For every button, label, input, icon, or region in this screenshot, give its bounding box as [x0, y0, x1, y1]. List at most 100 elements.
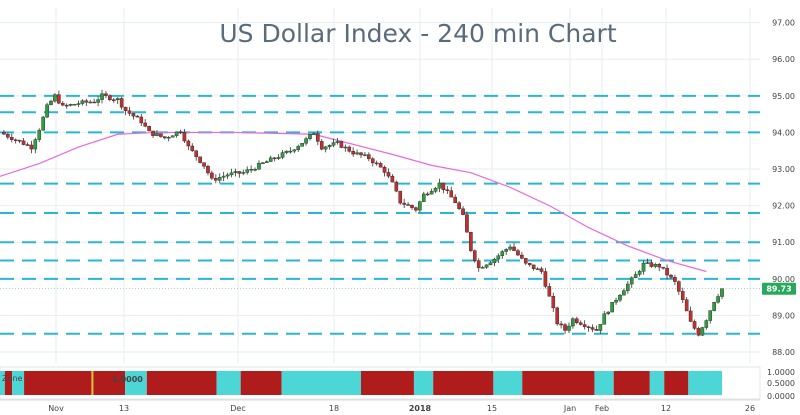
- candle-body: [276, 157, 281, 159]
- candle-body: [633, 274, 638, 278]
- candle-body: [649, 262, 654, 267]
- candle-body: [508, 246, 512, 250]
- candle-body: [629, 277, 634, 285]
- x-tick-label: Nov: [48, 404, 64, 413]
- candle-body: [178, 131, 183, 134]
- candle-body: [331, 142, 336, 146]
- x-tick-label: 2018: [409, 404, 432, 413]
- candle-body: [241, 172, 246, 174]
- candle-body: [115, 98, 120, 101]
- candle-body: [147, 126, 151, 132]
- candlestick-series: [2, 89, 724, 337]
- candle-body: [657, 264, 662, 268]
- y-tick-label: 94.00: [772, 128, 795, 137]
- candle-body: [308, 134, 312, 139]
- candle-body: [76, 103, 81, 105]
- candle-body: [288, 150, 293, 153]
- x-tick-label: 13: [119, 404, 129, 413]
- candle-body: [343, 146, 348, 149]
- candle-body: [261, 162, 265, 164]
- zone-band: [493, 371, 523, 395]
- candle-body: [504, 249, 508, 252]
- candle-body: [60, 102, 65, 106]
- candle-body: [272, 157, 277, 160]
- candle-body: [673, 277, 677, 282]
- candle-body: [453, 196, 457, 204]
- candle-body: [2, 132, 6, 135]
- zone-band: [93, 371, 126, 395]
- candle-body: [237, 171, 242, 174]
- candle-body: [390, 175, 395, 183]
- candle-body: [688, 310, 693, 322]
- zone-band: [125, 371, 147, 395]
- candle-body: [367, 154, 371, 159]
- candle-body: [265, 161, 269, 163]
- candle-body: [304, 138, 308, 144]
- price-tag-bg: [762, 282, 796, 295]
- candle-body: [316, 133, 320, 142]
- candle-body: [119, 98, 124, 108]
- candle-body: [551, 296, 556, 309]
- candle-body: [602, 313, 607, 325]
- candle-body: [257, 163, 261, 170]
- candle-body: [80, 100, 85, 104]
- zone-band: [361, 371, 414, 395]
- candle-body: [359, 152, 363, 156]
- candle-body: [253, 168, 257, 171]
- candle-body: [524, 258, 528, 264]
- candle-body: [680, 291, 685, 300]
- candle-body: [151, 130, 155, 136]
- zone-band: [146, 371, 217, 395]
- candle-body: [335, 141, 340, 143]
- candle-body: [465, 214, 469, 233]
- candle-body: [606, 311, 611, 315]
- candle-body: [720, 288, 724, 297]
- candle-body: [531, 264, 536, 269]
- candle-body: [347, 146, 352, 152]
- candle-body: [516, 250, 520, 256]
- candle-body: [214, 178, 218, 181]
- candle-body: [410, 204, 414, 208]
- candle-body: [131, 113, 136, 117]
- candle-body: [414, 207, 418, 211]
- candle-body: [398, 190, 403, 204]
- candle-body: [327, 145, 332, 148]
- candle-body: [186, 140, 191, 147]
- candle-body: [669, 274, 673, 278]
- candle-body: [645, 262, 650, 264]
- candle-body: [159, 133, 163, 137]
- candle-body: [496, 255, 501, 260]
- y-tick-label: 89.00: [772, 311, 795, 320]
- candle-body: [206, 166, 210, 174]
- zone-band: [12, 371, 25, 395]
- price-tag-value: 89.73: [766, 285, 791, 294]
- candle-body: [221, 175, 226, 178]
- y-tick-label: 91.00: [772, 238, 795, 247]
- time-axis: Nov 13 Dec 18 2018 15 Jan Feb 12 26: [0, 399, 760, 413]
- candle-body: [520, 254, 524, 259]
- candle-body: [594, 329, 599, 331]
- zone-band: [4, 371, 13, 395]
- candle-body: [166, 137, 171, 139]
- support-resistance-levels: [0, 94, 760, 335]
- y-tick-label: 88.00: [772, 348, 795, 357]
- candle-body: [312, 133, 316, 135]
- y-tick-label: 90.00: [772, 275, 795, 284]
- zone-band: [24, 371, 92, 395]
- candle-body: [382, 166, 387, 173]
- zone-band: [613, 371, 650, 395]
- candle-body: [512, 246, 516, 251]
- candle-body: [292, 149, 297, 152]
- zone-band: [649, 371, 665, 395]
- x-tick-label: 15: [487, 404, 497, 413]
- candle-body: [355, 152, 359, 155]
- price-axis: 97.00 96.00 95.00 94.00 93.00 92.00 91.00 90.00…: [772, 19, 795, 357]
- candle-body: [339, 141, 344, 148]
- x-tick-label: 12: [661, 404, 671, 413]
- candle-body: [418, 201, 422, 211]
- current-price-tag: 89.73: [762, 282, 796, 295]
- candle-body: [108, 95, 112, 100]
- candle-body: [17, 139, 22, 142]
- y-tick-label: 95.00: [772, 92, 795, 101]
- candle-body: [567, 325, 571, 331]
